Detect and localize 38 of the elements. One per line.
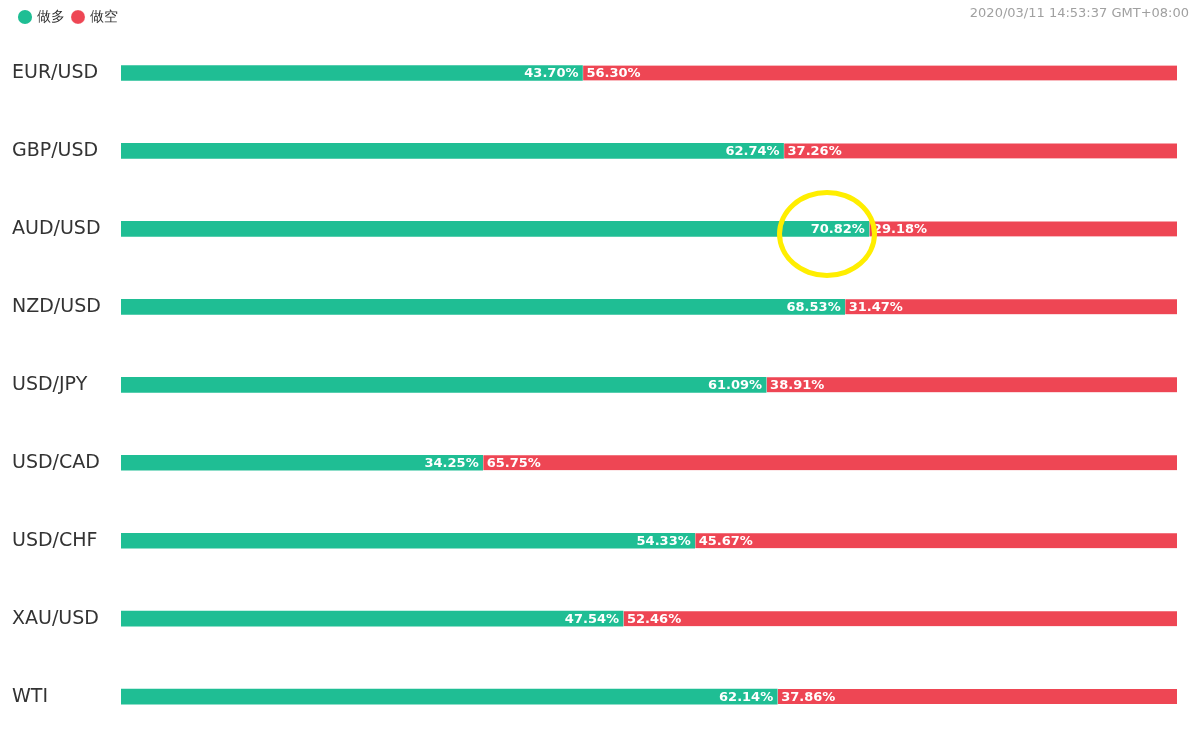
bar [121,65,583,81]
data-label: 54.33% [636,533,691,549]
data-label: 65.75% [486,455,541,471]
data-label: 43.70% [524,65,579,81]
data-label: 56.30% [586,65,641,81]
legend-label: 做多 [37,7,65,24]
y-tick-label: EUR/USD [12,59,99,82]
data-label: 31.47% [848,299,903,315]
data-label: 45.67% [698,533,753,549]
y-tick-label: AUD/USD [12,215,101,238]
data-label: 68.53% [786,299,841,315]
bar [121,688,778,705]
bar [121,299,846,315]
data-label: 34.25% [424,455,479,471]
y-tick-label: USD/CHF [12,527,98,550]
data-label: 37.86% [781,689,836,704]
y-tick-label: WTI [12,683,48,706]
legend-label: 做空 [90,7,118,24]
data-label: 62.74% [725,143,780,159]
bar [121,221,870,237]
bar [121,143,784,159]
bar [121,454,484,471]
data-label: 62.14% [719,689,774,704]
data-label: 61.09% [707,377,763,393]
data-label: 47.54% [564,611,620,627]
y-tick-label: GBP/USD [12,137,99,160]
y-tick-label: USD/JPY [12,371,88,394]
y-tick-label: NZD/USD [12,293,101,316]
data-label: 38.91% [770,377,825,393]
bar [121,376,767,393]
text: 2020/03/11 14:53:37 GMT+08:00 [969,5,1189,20]
y-tick-label: USD/CAD [12,449,100,472]
bar [121,610,624,627]
y-tick-label: XAU/USD [12,605,99,628]
data-label: 70.82% [810,221,865,237]
data-label: 37.26% [787,143,842,159]
bar [121,532,696,549]
data-label: 52.46% [627,611,682,627]
